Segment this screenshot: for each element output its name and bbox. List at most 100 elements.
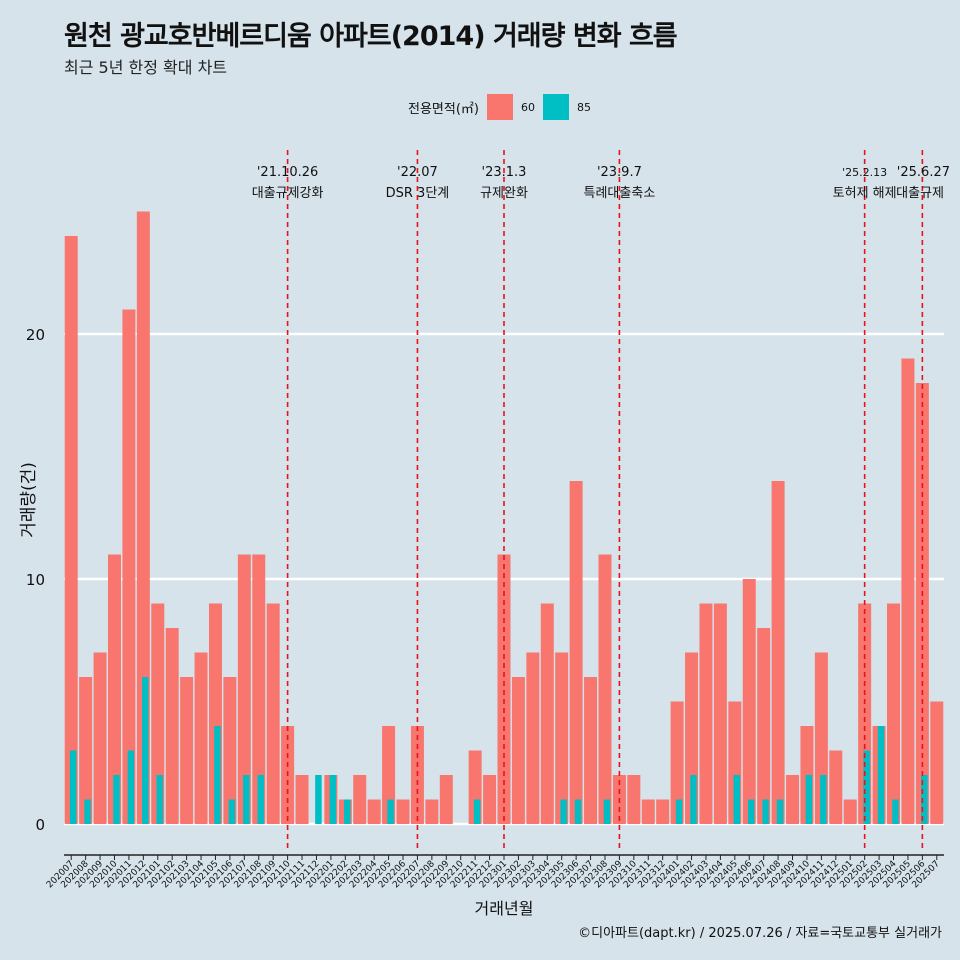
- bar-60-202504: [887, 603, 900, 824]
- event-label-202309: 특례대출축소: [584, 186, 656, 201]
- bar-60-202401: [670, 701, 684, 824]
- bar-85-202107: [243, 775, 250, 824]
- bar-85-202503: [877, 726, 885, 824]
- bar-85-202406: [747, 799, 755, 824]
- bar-60-202108: [252, 554, 266, 824]
- bar-60-202208: [425, 799, 439, 824]
- bar-60-202412: [829, 750, 843, 824]
- bar-85-202010: [113, 775, 120, 824]
- bar-85-202306: [574, 799, 582, 824]
- legend-swatch-60: [486, 94, 513, 120]
- bar-60-202403: [699, 603, 713, 824]
- bar-60-202406: [742, 579, 756, 824]
- chart-title: 원천 광교호반베르디움 아파트(2014) 거래량 변화 흐름: [64, 21, 678, 52]
- bar-85-202202: [344, 799, 351, 824]
- bar-85-202407: [762, 799, 769, 824]
- bar-60-202308: [598, 554, 612, 824]
- y-tick-label-0: 0: [35, 816, 45, 834]
- bar-60-202301: [497, 554, 511, 824]
- bar-60-202011: [122, 309, 136, 824]
- event-date-202207: '22.07: [397, 165, 438, 180]
- bar-85-202205: [387, 799, 394, 824]
- caption: ©디아파트(dapt.kr) / 2025.07.26 / 자료=국토교통부 실…: [578, 926, 942, 941]
- y-tick-label-10: 10: [26, 571, 45, 589]
- bar-85-202112: [315, 775, 322, 824]
- bar-60-202111: [295, 775, 309, 824]
- bar-60-202012: [136, 211, 150, 824]
- bar-85-202308: [603, 799, 611, 824]
- bar-60-202507: [930, 701, 944, 824]
- bar-60-202109: [266, 603, 280, 824]
- bar-60-202010: [108, 554, 121, 824]
- bar-85-202105: [214, 726, 221, 824]
- x-axis-title: 거래년월: [475, 899, 534, 918]
- bar-85-202401: [675, 799, 683, 824]
- bar-60-202501: [843, 799, 857, 824]
- legend-swatch-85: [542, 94, 569, 120]
- bar-60-202407: [757, 628, 771, 824]
- bar-60-202307: [584, 677, 598, 824]
- bar-60-202007: [64, 236, 78, 824]
- bar-85-202106: [228, 799, 236, 824]
- bar-85-202211: [473, 799, 481, 824]
- bar-85-202011: [127, 750, 135, 824]
- bar-85-202410: [805, 775, 813, 824]
- event-label-202110: 대출규제강화: [252, 186, 324, 201]
- event-date-202301: '23.1.3: [482, 165, 527, 180]
- bar-60-202302: [511, 677, 525, 824]
- event-date-202309: '23.9.7: [597, 165, 642, 180]
- bar-60-202106: [223, 677, 237, 824]
- bar-60-202505: [901, 358, 915, 824]
- event-date-202502: '25.2.13: [842, 166, 887, 179]
- bar-60-202212: [483, 775, 497, 824]
- bar-85-202504: [892, 799, 899, 824]
- bar-60-202304: [540, 603, 554, 824]
- bar-60-202409: [786, 775, 800, 824]
- bar-60-202204: [367, 799, 381, 824]
- bar-85-202405: [733, 775, 741, 824]
- bar-60-202404: [713, 603, 727, 824]
- bar-60-202008: [79, 677, 93, 824]
- bar-60-202311: [641, 799, 655, 824]
- bar-60-202103: [180, 677, 194, 824]
- bar-85-202108: [257, 775, 264, 824]
- bar-60-202310: [627, 775, 641, 824]
- y-tick-label-20: 20: [26, 326, 45, 344]
- bar-60-202102: [165, 628, 179, 824]
- bar-85-202502: [863, 750, 870, 824]
- bar-60-202306: [569, 481, 583, 824]
- bar-85-202402: [690, 775, 697, 824]
- bar-85-202012: [142, 677, 149, 824]
- chart-subtitle: 최근 5년 한정 확대 차트: [64, 58, 228, 77]
- bar-85-202411: [820, 775, 827, 824]
- bar-60-202206: [396, 799, 410, 824]
- bar-60-202303: [526, 652, 540, 824]
- bar-85-202506: [921, 775, 928, 824]
- bar-60-202209: [439, 775, 453, 824]
- bar-60-202305: [555, 652, 569, 824]
- bar-60-202203: [353, 775, 367, 824]
- legend-title: 전용면적(㎡): [408, 101, 479, 117]
- legend-label-85: 85: [576, 100, 591, 114]
- event-date-202506: '25.6.27: [897, 165, 950, 180]
- event-label-202506: 대출규제: [896, 186, 944, 201]
- bar-60-202101: [151, 603, 165, 824]
- bar-60-202408: [771, 481, 785, 824]
- event-label-202207: DSR 3단계: [386, 186, 450, 201]
- bar-60-202107: [237, 554, 251, 824]
- event-date-202110: '21.10.26: [257, 165, 318, 180]
- y-axis-title: 거래량(건): [19, 462, 39, 538]
- legend: 전용면적(㎡) 60 85: [408, 93, 599, 121]
- bar-85-202008: [84, 799, 91, 824]
- bar-60-202104: [194, 652, 208, 824]
- bar-85-202305: [560, 799, 567, 824]
- event-label-202301: 규제완화: [480, 186, 528, 201]
- bar-85-202101: [156, 775, 163, 824]
- bar-85-202201: [329, 775, 337, 824]
- event-label-202502: 토허제 해제: [833, 186, 897, 201]
- bar-85-202408: [776, 799, 784, 824]
- bar-60-202312: [656, 799, 670, 824]
- legend-label-60: 60: [520, 100, 535, 114]
- bar-85-202007: [69, 750, 77, 824]
